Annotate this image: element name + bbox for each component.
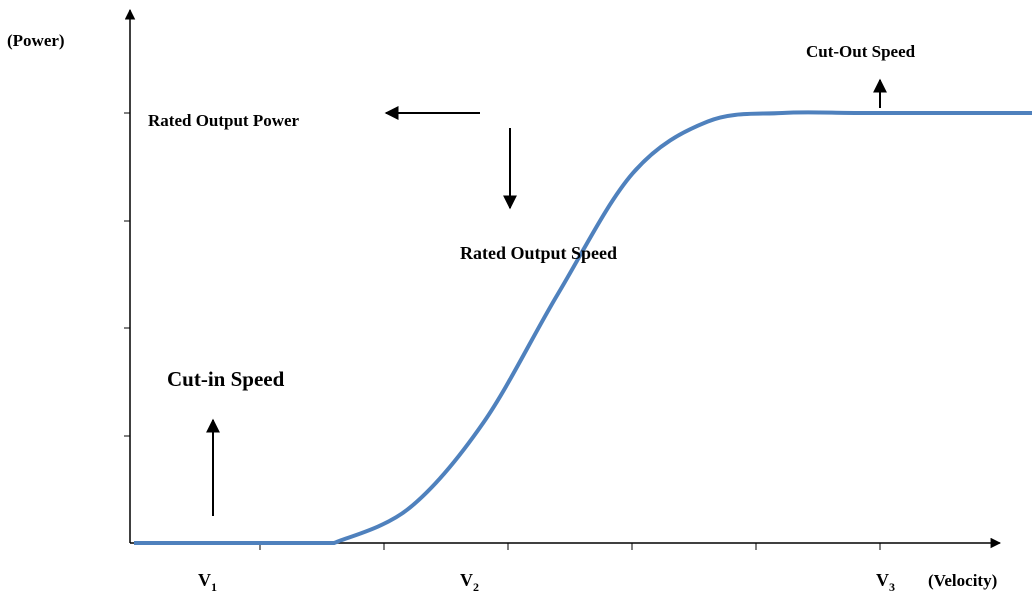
cut-out-speed-label: Cut-Out Speed [806, 42, 916, 61]
cut-in-speed-label: Cut-in Speed [167, 367, 285, 391]
axis-ticks [124, 112, 881, 550]
annotation-rated-speed: Rated Output Speed [460, 128, 617, 263]
annotation-cut-out: Cut-Out Speed [806, 42, 916, 108]
x-tick-label-v3: V3 [876, 570, 895, 594]
rated-output-power-label: Rated Output Power [148, 111, 300, 130]
power-curve-line [134, 110, 1032, 545]
annotation-cut-in: Cut-in Speed [167, 367, 285, 516]
x-axis-label: (Velocity) [928, 571, 997, 590]
rated-output-speed-label: Rated Output Speed [460, 243, 617, 263]
y-axis-label: (Power) [7, 31, 65, 50]
annotation-rated-power: Rated Output Power [148, 106, 480, 130]
x-tick-label-v2: V2 [460, 570, 479, 594]
x-tick-label-v1: V1 [198, 570, 217, 594]
